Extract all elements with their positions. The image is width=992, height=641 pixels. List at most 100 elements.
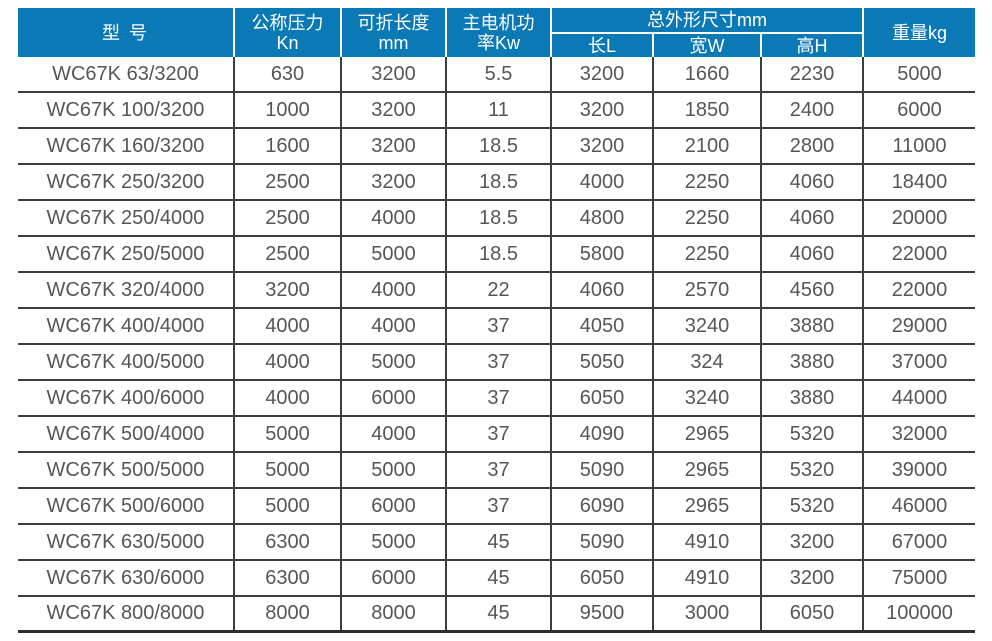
table-row: WC67K 250/5000 2500 5000 18.5 5800 2250 4060 22… [18,237,975,273]
value-cell: 630 [233,57,340,91]
model-cell: WC67K 160/3200 [46,134,205,157]
value-cell: 1850 [652,93,760,127]
value-cell: 18400 [862,165,975,199]
value-cell: 37000 [862,345,975,379]
model-cell: WC67K 400/4000 [46,314,205,337]
value-cell: 4560 [760,273,862,307]
header-dim-width-label: 宽W [689,35,725,56]
value-cell: 6300 [233,525,340,559]
model-cell: WC67K 500/4000 [46,422,205,445]
model-cell: WC67K 500/6000 [46,494,205,517]
value-cell: 3200 [233,273,340,307]
value-cell: 1660 [652,57,760,91]
header-pressure-line2: Kn [276,32,299,53]
header-weight: 重量kg [862,8,975,57]
value-cell: 4000 [233,345,340,379]
value-cell: 5050 [550,345,652,379]
value-cell: 2100 [652,129,760,163]
header-model: 型 号 [18,8,233,57]
value-cell: 5800 [550,237,652,271]
table-row: WC67K 630/6000 6300 6000 45 6050 4910 3200 7500… [18,561,975,597]
value-cell: 4000 [550,165,652,199]
value-cell: 32000 [862,417,975,451]
value-cell: 4000 [233,381,340,415]
value-cell: 11000 [862,129,975,163]
value-cell: 3200 [340,57,445,91]
value-cell: 324 [652,345,760,379]
value-cell: 37 [445,309,550,343]
value-cell: 5090 [550,525,652,559]
header-fold-length-line2: mm [378,32,409,53]
value-cell: 4000 [340,201,445,235]
header-pressure-line1: 公称压力 [251,12,324,33]
model-cell: WC67K 400/5000 [46,350,205,373]
header-dim-height: 高H [760,34,862,57]
value-cell: 3200 [340,93,445,127]
value-cell: 22000 [862,273,975,307]
value-cell: 20000 [862,201,975,235]
value-cell: 2250 [652,201,760,235]
model-cell: WC67K 630/5000 [46,530,205,553]
header-motor-power-line1: 主电机功 [462,12,535,33]
header-dimensions-group-label: 总外形尺寸mm [647,10,767,30]
value-cell: 2230 [760,57,862,91]
model-cell: WC67K 250/5000 [46,242,205,265]
value-cell: 6090 [550,489,652,523]
value-cell: 2800 [760,129,862,163]
table-header: 型 号 公称压力 Kn 可折长度 mm 主电机功 率Kw 总外形尺寸mm 长L … [18,8,975,57]
value-cell: 5320 [760,417,862,451]
value-cell: 37 [445,381,550,415]
value-cell: 2500 [233,165,340,199]
value-cell: 4000 [340,273,445,307]
value-cell: 18.5 [445,129,550,163]
table-row: WC67K 630/5000 6300 5000 45 5090 4910 3200 6700… [18,525,975,561]
value-cell: 5320 [760,453,862,487]
value-cell: 3200 [760,561,862,595]
header-dim-height-label: 高H [796,35,828,56]
value-cell: 18.5 [445,237,550,271]
table-row: WC67K 100/3200 1000 3200 11 3200 1850 2400 6000 [18,93,975,129]
table-row: WC67K 250/3200 2500 3200 18.5 4000 2250 4060 18… [18,165,975,201]
value-cell: 18.5 [445,165,550,199]
value-cell: 3880 [760,309,862,343]
value-cell: 3880 [760,345,862,379]
value-cell: 8000 [233,597,340,630]
value-cell: 3880 [760,381,862,415]
value-cell: 3240 [652,309,760,343]
header-motor-power: 主电机功 率Kw [445,8,550,57]
value-cell: 3240 [652,381,760,415]
value-cell: 5000 [340,345,445,379]
value-cell: 3200 [340,165,445,199]
value-cell: 5000 [233,417,340,451]
value-cell: 11 [445,93,550,127]
table-row: WC67K 250/4000 2500 4000 18.5 4800 2250 4060 20… [18,201,975,237]
value-cell: 75000 [862,561,975,595]
value-cell: 29000 [862,309,975,343]
value-cell: 4060 [760,237,862,271]
value-cell: 2500 [233,201,340,235]
header-pressure: 公称压力 Kn [233,8,340,57]
value-cell: 6050 [760,597,862,630]
value-cell: 4060 [550,273,652,307]
model-cell: WC67K 63/3200 [52,62,199,85]
table-row: WC67K 400/6000 4000 6000 37 6050 3240 3880 4400… [18,381,975,417]
value-cell: 2965 [652,453,760,487]
value-cell: 6000 [340,489,445,523]
table-row: WC67K 320/4000 3200 4000 22 4060 2570 4560 2200… [18,273,975,309]
table-row: WC67K 500/4000 5000 4000 37 4090 2965 5320 3200… [18,417,975,453]
value-cell: 39000 [862,453,975,487]
value-cell: 22 [445,273,550,307]
table-row: WC67K 500/6000 5000 6000 37 6090 2965 5320 4600… [18,489,975,525]
value-cell: 100000 [862,597,975,630]
value-cell: 2400 [760,93,862,127]
header-weight-label: 重量kg [891,22,947,43]
value-cell: 46000 [862,489,975,523]
value-cell: 2250 [652,237,760,271]
value-cell: 9500 [550,597,652,630]
header-dim-length-label: 长L [587,35,616,56]
value-cell: 4910 [652,525,760,559]
table-row: WC67K 400/5000 4000 5000 37 5050 324 3880 37000 [18,345,975,381]
value-cell: 2500 [233,237,340,271]
value-cell: 37 [445,417,550,451]
value-cell: 4800 [550,201,652,235]
